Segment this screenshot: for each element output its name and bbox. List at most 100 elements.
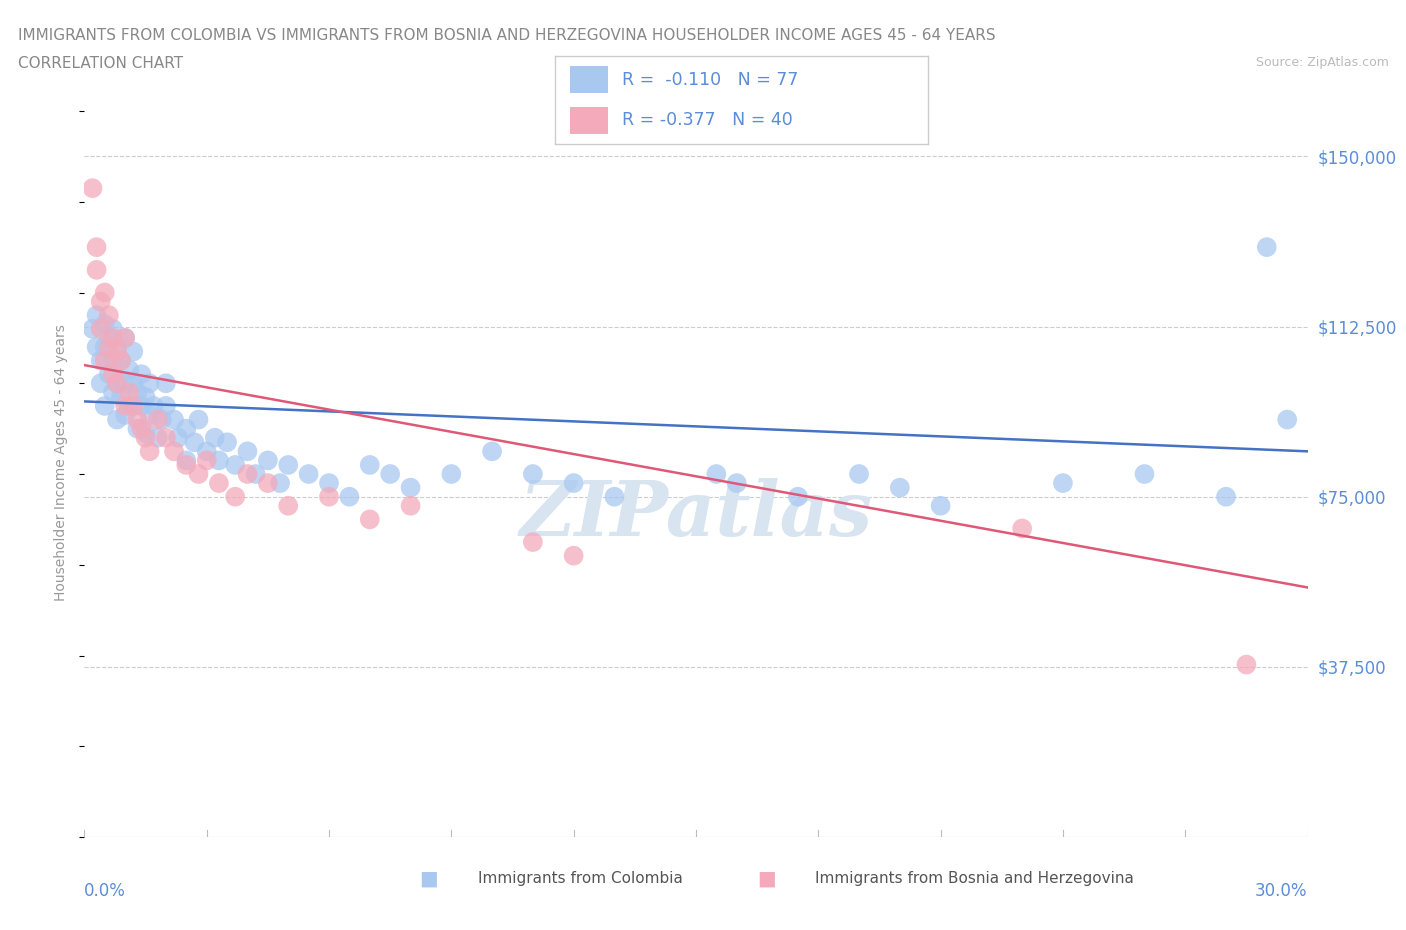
Point [236, 467, 259, 482]
Point [399, 498, 422, 513]
Point [93, 399, 117, 414]
Point [131, 399, 153, 414]
Text: ZIPatlas: ZIPatlas [519, 478, 873, 552]
Point [522, 467, 544, 482]
Text: IMMIGRANTS FROM COLOMBIA VS IMMIGRANTS FROM BOSNIA AND HERZEGOVINA HOUSEHOLDER I: IMMIGRANTS FROM COLOMBIA VS IMMIGRANTS F… [18, 28, 995, 43]
Point [150, 412, 173, 427]
Point [848, 467, 870, 482]
Point [101, 385, 124, 400]
Point [155, 431, 177, 445]
Point [97, 308, 120, 323]
Point [208, 475, 231, 490]
Point [122, 344, 145, 359]
Point [127, 385, 149, 400]
Point [93, 339, 117, 354]
Point [135, 390, 157, 405]
Point [399, 480, 422, 495]
Point [195, 444, 218, 458]
Point [122, 376, 145, 391]
Text: Source: ZipAtlas.com: Source: ZipAtlas.com [1256, 56, 1389, 69]
Point [298, 467, 321, 482]
Point [1256, 240, 1278, 255]
Point [725, 475, 748, 490]
Point [1215, 489, 1237, 504]
Point [176, 453, 198, 468]
Point [122, 399, 145, 414]
Point [359, 512, 381, 526]
Point [86, 262, 108, 277]
Point [1236, 658, 1258, 672]
Point [135, 426, 157, 441]
Point [481, 444, 503, 458]
Point [82, 180, 104, 195]
Text: ▪: ▪ [756, 864, 776, 894]
Point [257, 453, 280, 468]
Point [135, 431, 157, 445]
Point [440, 467, 463, 482]
Point [101, 330, 124, 345]
Point [114, 330, 136, 345]
FancyBboxPatch shape [571, 66, 607, 93]
Point [1011, 521, 1033, 536]
Text: Immigrants from Bosnia and Herzegovina: Immigrants from Bosnia and Herzegovina [815, 871, 1135, 886]
Point [603, 489, 626, 504]
Text: R =  -0.110   N = 77: R = -0.110 N = 77 [623, 71, 799, 88]
Point [93, 353, 117, 368]
Point [889, 480, 911, 495]
Point [187, 467, 209, 482]
Point [82, 322, 104, 337]
Point [706, 467, 728, 482]
Point [176, 421, 198, 436]
Point [195, 453, 218, 468]
Point [131, 421, 153, 436]
Point [127, 421, 149, 436]
Point [114, 399, 136, 414]
Point [86, 240, 108, 255]
Y-axis label: Householder Income Ages 45 - 64 years: Householder Income Ages 45 - 64 years [55, 325, 69, 601]
Point [146, 431, 169, 445]
Point [339, 489, 361, 504]
Point [359, 458, 381, 472]
Point [1277, 412, 1299, 427]
Point [187, 412, 209, 427]
Point [562, 549, 585, 564]
Point [224, 458, 246, 472]
Point [245, 467, 267, 482]
Point [155, 399, 177, 414]
Point [90, 353, 112, 368]
Text: Immigrants from Colombia: Immigrants from Colombia [478, 871, 683, 886]
Point [163, 412, 186, 427]
Point [142, 399, 165, 414]
Point [101, 353, 124, 368]
Point [118, 385, 141, 400]
Point [277, 498, 299, 513]
Point [318, 475, 340, 490]
Point [277, 458, 299, 472]
Point [90, 322, 112, 337]
Point [101, 322, 124, 337]
Point [380, 467, 402, 482]
Point [105, 344, 128, 359]
Point [86, 339, 108, 354]
Point [138, 407, 160, 422]
Point [114, 330, 136, 345]
FancyBboxPatch shape [571, 107, 607, 134]
Point [105, 376, 128, 391]
Point [204, 431, 226, 445]
Point [138, 444, 160, 458]
Point [131, 366, 153, 381]
Point [929, 498, 952, 513]
Point [86, 308, 108, 323]
Point [114, 407, 136, 422]
Point [224, 489, 246, 504]
Point [138, 376, 160, 391]
Text: CORRELATION CHART: CORRELATION CHART [18, 56, 183, 71]
Point [105, 339, 128, 354]
Point [110, 353, 132, 368]
Point [562, 475, 585, 490]
Point [90, 294, 112, 309]
Text: R = -0.377   N = 40: R = -0.377 N = 40 [623, 112, 793, 129]
Point [163, 444, 186, 458]
Point [118, 399, 141, 414]
Point [97, 330, 120, 345]
